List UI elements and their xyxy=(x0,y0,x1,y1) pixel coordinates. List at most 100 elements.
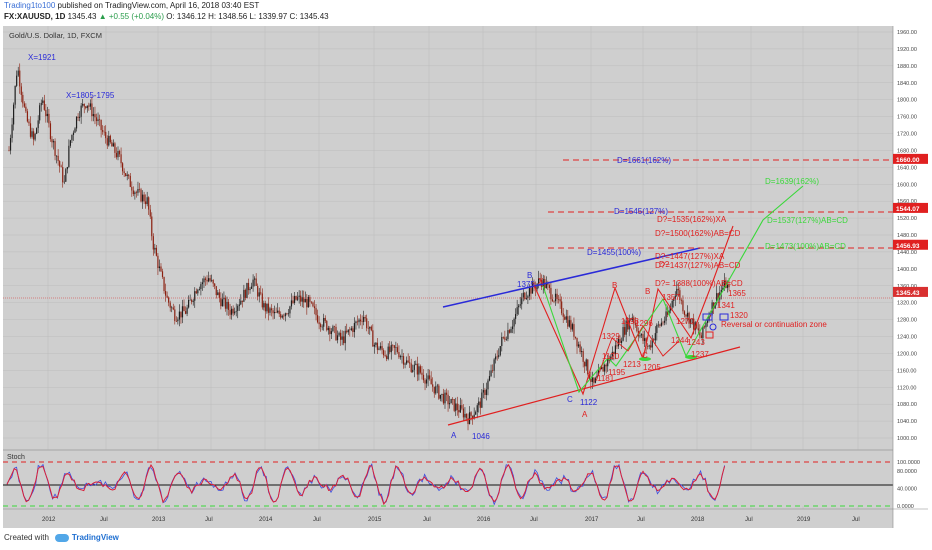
candle-body xyxy=(590,379,592,382)
candle-body xyxy=(300,295,302,302)
price-tick-label: 1200.00 xyxy=(897,351,917,357)
label-a-red: A xyxy=(582,410,588,419)
candle-body xyxy=(195,291,197,294)
candle-body xyxy=(88,105,90,107)
candle-body xyxy=(333,326,336,327)
candle-body xyxy=(478,401,480,406)
label-c: C xyxy=(567,395,573,404)
tradingview-logo[interactable]: TradingView xyxy=(54,533,119,542)
candle-body xyxy=(184,311,187,314)
candle-body xyxy=(338,332,340,336)
candle-body xyxy=(72,132,75,135)
candle-body xyxy=(564,316,566,320)
time-tick-label: Jul xyxy=(100,517,108,523)
candle-body xyxy=(436,385,438,387)
candle-body xyxy=(231,308,233,315)
small-red-zigzag xyxy=(595,325,680,382)
grid-lines xyxy=(3,26,893,509)
label-1341: 1341 xyxy=(717,301,735,310)
candle-body xyxy=(141,194,144,202)
time-tick-label: Jul xyxy=(313,517,321,523)
candle-body xyxy=(419,366,422,373)
time-tick-label: Jul xyxy=(423,517,431,523)
candle-body xyxy=(215,286,217,296)
candle-body xyxy=(352,328,354,333)
label-c-price: 1122 xyxy=(580,398,598,407)
price-candles xyxy=(8,63,730,431)
candle-body xyxy=(581,351,583,352)
candle-body xyxy=(495,356,497,360)
candle-body xyxy=(154,247,156,250)
candle-body xyxy=(332,326,334,332)
price-tick-label: 1480.00 xyxy=(897,233,917,239)
candle-body xyxy=(465,413,468,418)
label-1120: 1120 xyxy=(602,352,620,361)
price-label-text: 1544.07 xyxy=(896,206,920,213)
candle-body xyxy=(662,322,664,324)
candle-body xyxy=(455,403,457,411)
candle-body xyxy=(481,392,483,408)
candle-body xyxy=(260,292,262,294)
candle-body xyxy=(175,320,177,322)
candle-body xyxy=(36,128,38,134)
candle-body xyxy=(125,173,127,177)
candle-body xyxy=(467,417,469,425)
candle-body xyxy=(556,293,558,300)
candle-body xyxy=(442,393,445,404)
candle-body xyxy=(140,189,142,202)
candle-body xyxy=(657,324,659,326)
candle-body xyxy=(19,70,21,87)
candle-body xyxy=(619,338,621,343)
candle-body xyxy=(395,347,397,348)
candle-body xyxy=(375,342,377,345)
chart-svg[interactable]: Gold/U.S. Dollar, 1D, FXCM X=1921 X=1805… xyxy=(3,26,928,528)
candle-body xyxy=(723,280,725,288)
label-dq5: D?= 1388(100%)AB=CD xyxy=(655,279,743,288)
candle-body xyxy=(553,301,555,302)
publisher-link[interactable]: Trading1to100 xyxy=(4,1,56,10)
candle-body xyxy=(705,322,707,328)
price-tick-label: 1640.00 xyxy=(897,165,917,171)
candle-body xyxy=(255,278,257,286)
candle-body xyxy=(376,342,379,350)
candle-body xyxy=(204,278,207,280)
candle-body xyxy=(324,317,326,321)
price-tick-label: 1280.00 xyxy=(897,318,917,324)
candle-body xyxy=(475,412,477,415)
candle-body xyxy=(330,331,332,335)
candle-body xyxy=(501,336,503,347)
candle-body xyxy=(267,303,270,313)
candle-body xyxy=(229,309,231,315)
label-1270: 1270 xyxy=(676,317,694,326)
candle-body xyxy=(26,111,29,122)
time-tick-label: 2016 xyxy=(477,517,491,523)
candle-body xyxy=(168,297,170,303)
candle-body xyxy=(358,319,360,323)
candle-body xyxy=(445,392,448,395)
candle-body xyxy=(447,394,449,405)
label-a-price: 1046 xyxy=(472,432,490,441)
candle-body xyxy=(616,345,618,347)
candle-body xyxy=(547,283,549,286)
blue-box-1 xyxy=(702,313,713,321)
red-zigzag xyxy=(532,225,734,396)
candle-body xyxy=(720,289,722,293)
candle-body xyxy=(329,327,331,335)
candle-body xyxy=(476,405,478,413)
price-tick-label: 1920.00 xyxy=(897,47,917,53)
price-label-box xyxy=(893,286,928,297)
candle-body xyxy=(482,390,484,393)
candle-body xyxy=(630,318,632,321)
candle-body xyxy=(679,290,681,301)
candle-body xyxy=(665,311,667,321)
candle-body xyxy=(717,293,719,300)
candle-body xyxy=(277,310,279,313)
candle-body xyxy=(527,296,529,299)
label-dq1: D?=1535(162%)XA xyxy=(657,215,727,224)
candle-body xyxy=(450,399,452,404)
candle-body xyxy=(118,150,121,155)
candle-body xyxy=(528,288,531,297)
price-axis[interactable] xyxy=(893,26,928,528)
candle-body xyxy=(433,386,435,394)
chart-area[interactable]: Gold/U.S. Dollar, 1D, FXCM X=1921 X=1805… xyxy=(3,26,928,528)
